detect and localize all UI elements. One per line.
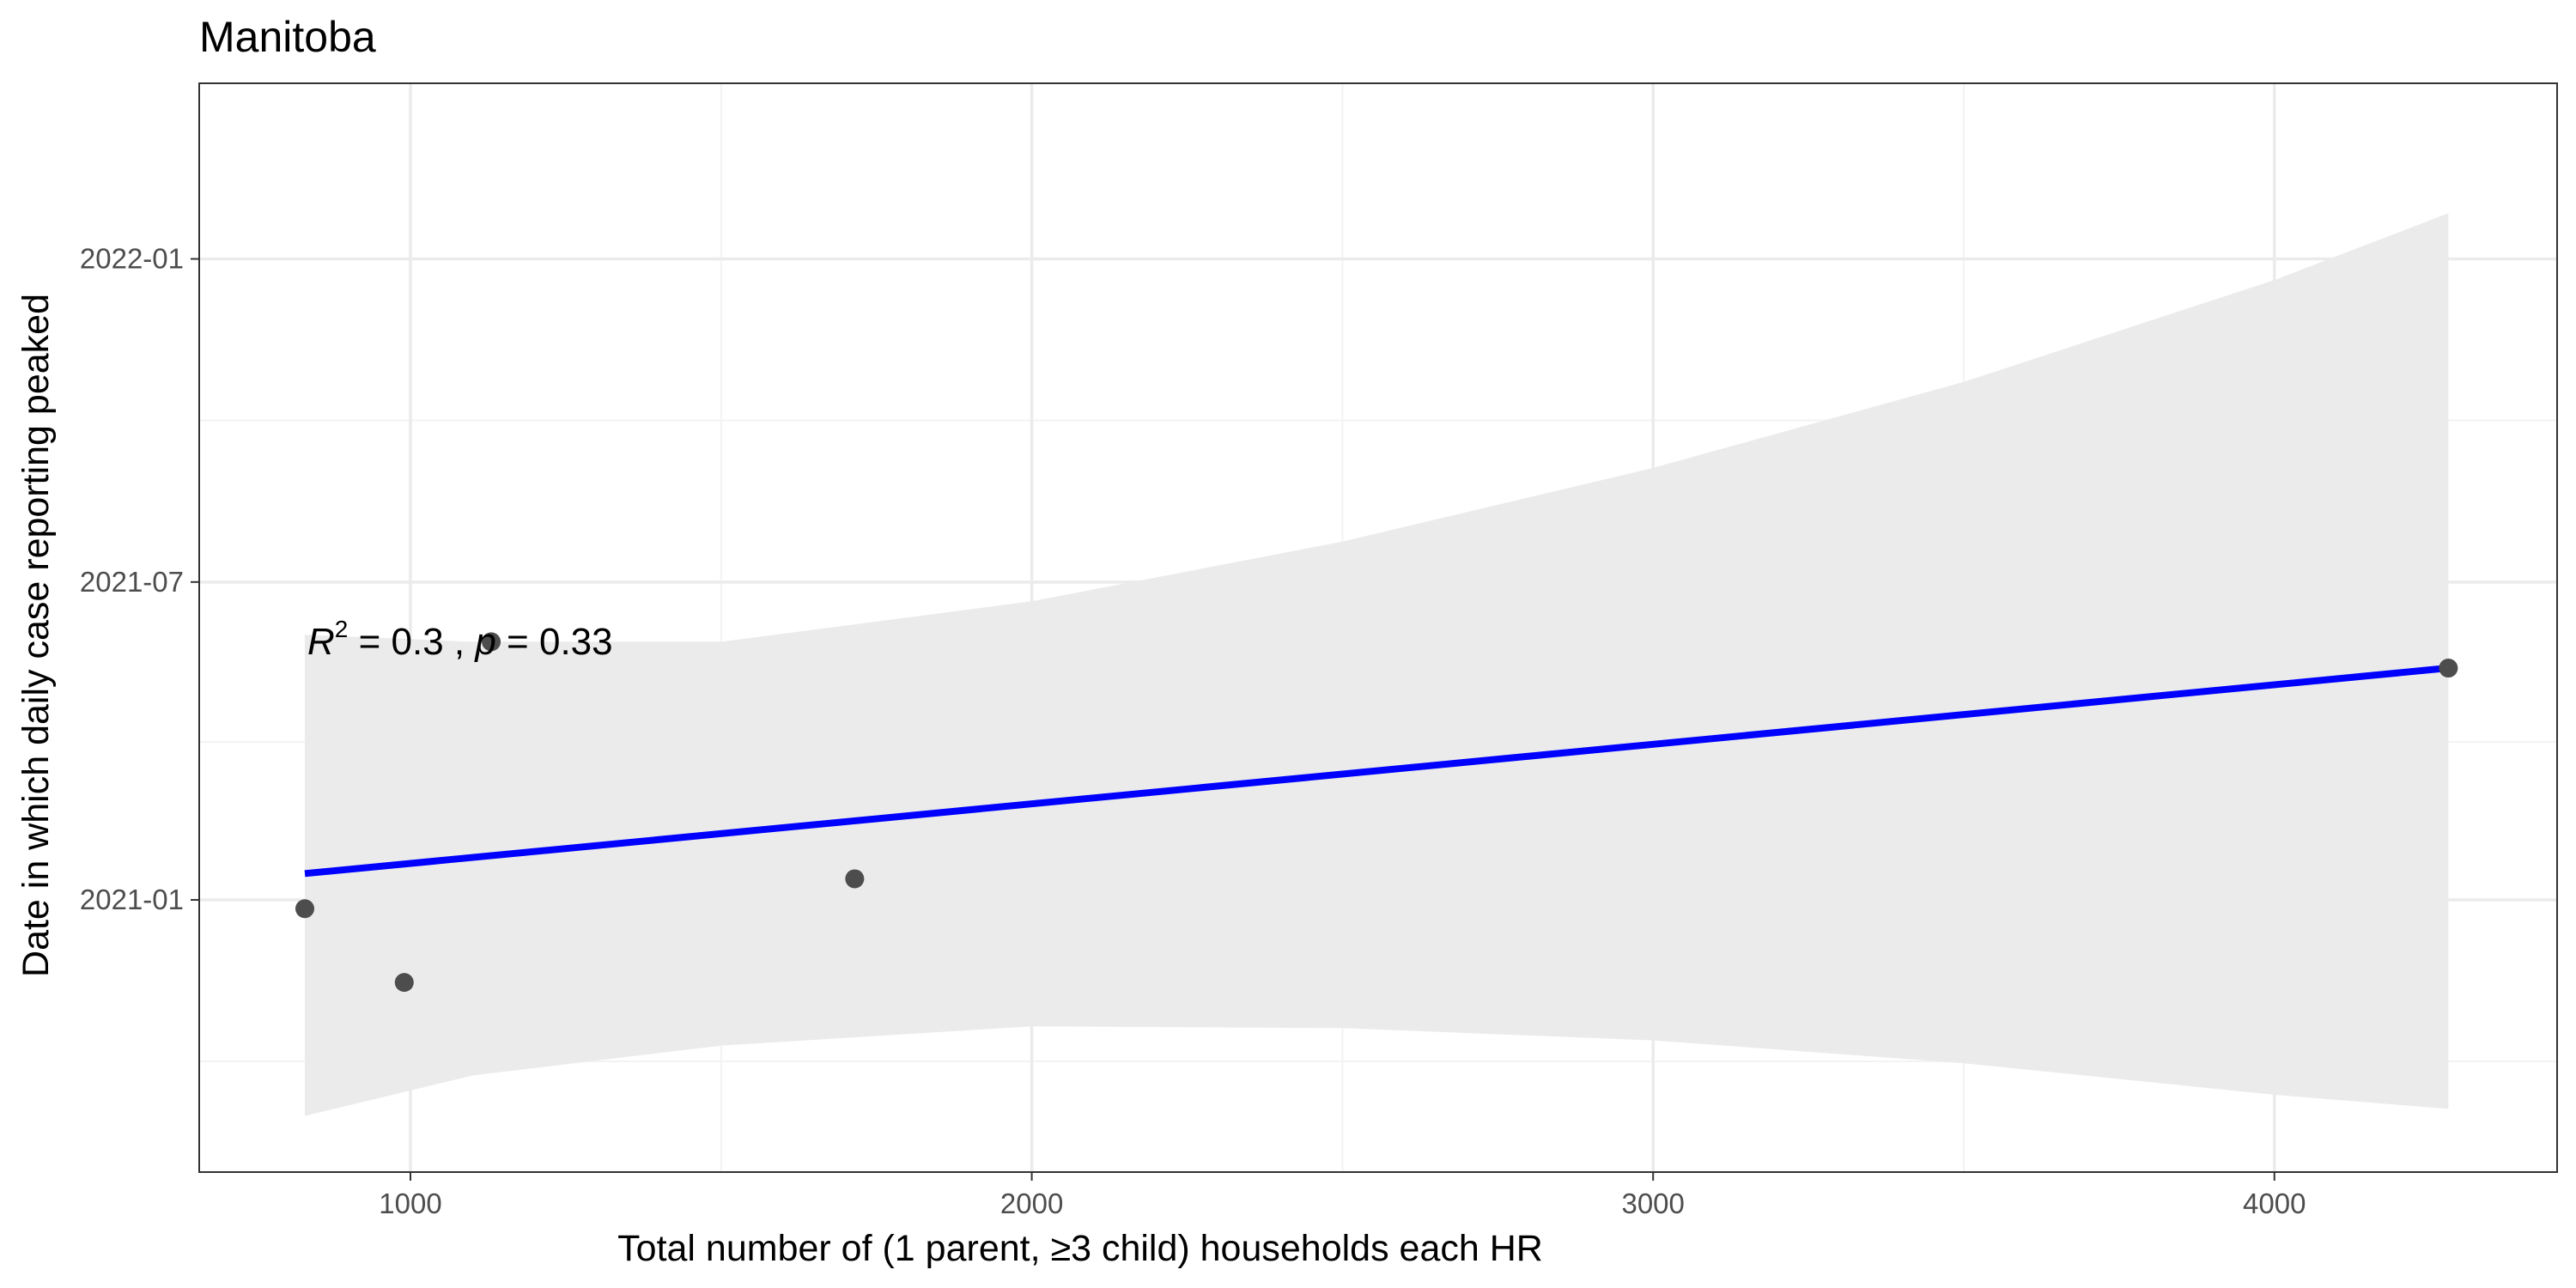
x-tick-label-0: 1000 (379, 1188, 441, 1219)
y-axis-title: Date in which daily case reporting peake… (15, 294, 57, 977)
y-axis: 2021-01 2021-07 2022-01 (80, 243, 199, 915)
y-tick-label-0: 2021-01 (80, 884, 184, 915)
x-axis: 1000 2000 3000 4000 (379, 1172, 2306, 1219)
r-value: = 0.3 , (348, 621, 475, 663)
r-exponent: 2 (335, 616, 349, 642)
data-point-3 (845, 869, 865, 889)
data-point-0 (295, 899, 315, 919)
chart-title: Manitoba (199, 13, 376, 61)
x-tick-label-3: 4000 (2243, 1188, 2306, 1219)
y-tick-label-1: 2021-07 (80, 566, 184, 598)
x-tick-label-1: 2000 (1000, 1188, 1063, 1219)
p-value: = 0.33 (496, 621, 613, 663)
data-points (295, 632, 2458, 993)
y-tick-label-2: 2022-01 (80, 243, 184, 275)
p-symbol: p (473, 621, 495, 663)
x-axis-title: Total number of (1 parent, ≥3 child) hou… (617, 1228, 1543, 1269)
regression-annotation: R2 = 0.3 , p = 0.33 (307, 616, 613, 663)
regression-line (304, 665, 2449, 878)
panel-border (198, 82, 2558, 1173)
confidence-band (305, 213, 2449, 1116)
r-symbol: R (307, 621, 335, 663)
data-point-4 (2439, 659, 2458, 678)
x-tick-label-2: 3000 (1621, 1188, 1684, 1219)
data-point-2 (482, 632, 501, 652)
data-point-1 (394, 973, 414, 993)
